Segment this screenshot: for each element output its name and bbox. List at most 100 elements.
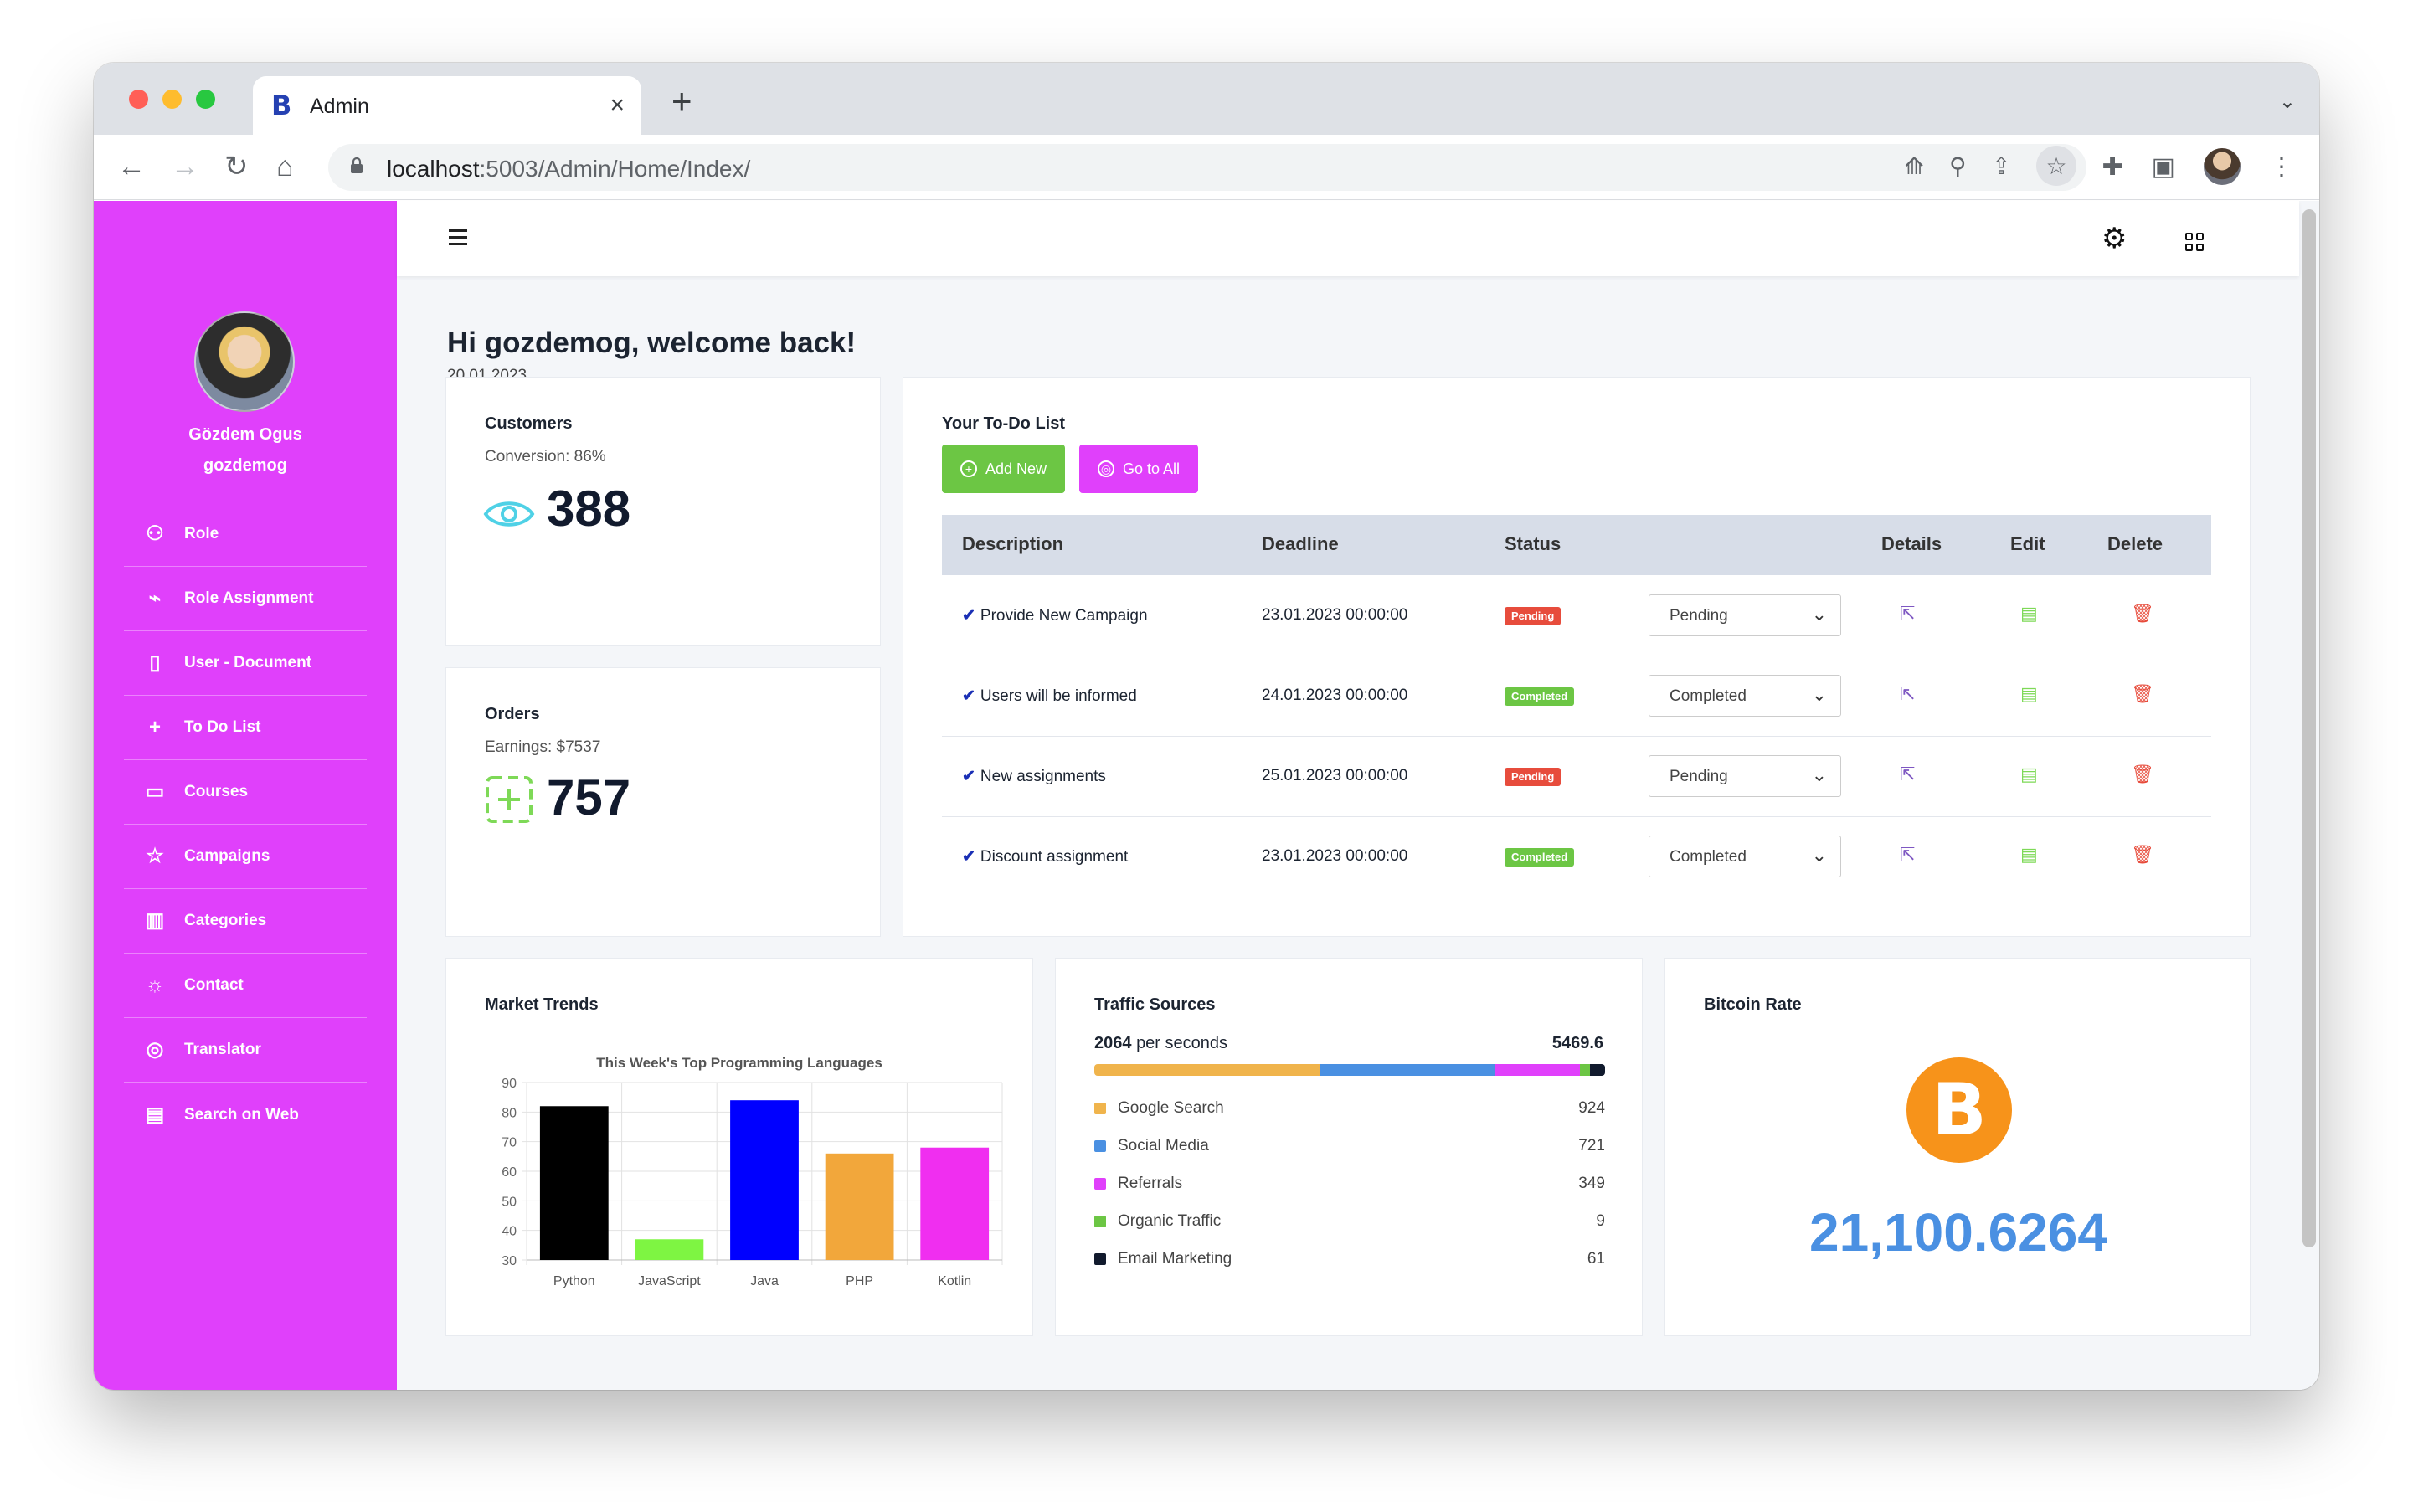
traffic-bar-segment [1094,1064,1320,1076]
window-controls [129,90,215,109]
details-link-icon[interactable]: ⇱ [1900,683,1916,704]
bookmark-star-icon[interactable]: ☆ [2036,146,2076,186]
status-select-value: Pending [1670,607,1728,625]
sidebar: Gözdem Ogus gozdemog ⚇ Role ⌁ Role Assignm… [94,201,397,1390]
sidebar-item-translator[interactable]: ◎ Translator [124,1018,367,1083]
task-deadline: 23.01.2023 00:00:00 [1262,606,1408,624]
reload-icon[interactable]: ↻ [224,151,249,183]
profile-username: gozdemog [203,456,287,475]
map-icon: ▥ [145,909,165,932]
status-select[interactable]: Pending ⌄ [1649,755,1841,797]
browser-tab[interactable]: B Admin × [253,76,641,135]
new-tab-icon[interactable]: + [671,81,692,121]
sidebar-item-campaigns[interactable]: ☆ Campaigns [124,825,367,889]
chevron-down-icon: ⌄ [1811,684,1827,705]
details-link-icon[interactable]: ⇱ [1900,764,1916,784]
legend-swatch [1094,1140,1106,1152]
main-content: ⚙ Hi gozdemog, welcome back! 20.01.2023 … [397,201,2319,1390]
sidebar-item-to-do-list[interactable]: + To Do List [124,696,367,760]
settings-gear-icon[interactable]: ⚙ [2102,223,2127,255]
details-link-icon[interactable]: ⇱ [1900,844,1916,865]
delete-trash-icon[interactable]: 🗑 [2131,683,2154,704]
orders-card: Orders Earnings: $7537 757 [445,667,881,937]
lock-icon [351,157,363,173]
sidebar-item-role[interactable]: ⚇ Role [124,502,367,567]
admin-app: Gözdem Ogus gozdemog ⚇ Role ⌁ Role Assignm… [94,201,2319,1390]
table-row: ✔ Provide New Campaign 23.01.2023 00:00:0… [942,576,2211,656]
sidebar-item-role-assignment[interactable]: ⌁ Role Assignment [124,567,367,631]
check-icon: ✔ [962,848,975,866]
orders-earnings: Earnings: $7537 [485,738,601,756]
market-trends-card: Market Trends This Week's Top Programmin… [445,958,1033,1336]
details-link-icon[interactable]: ⇱ [1900,603,1916,624]
traffic-source-label: Google Search [1118,1099,1224,1117]
welcome-heading: Hi gozdemog, welcome back! [447,327,857,359]
traffic-bar-segment [1319,1064,1495,1076]
extensions-puzzle-icon[interactable]: ✚ [2102,152,2123,181]
bar-python [539,1106,609,1260]
sidebar-item-contact[interactable]: ☼ Contact [124,954,367,1018]
address-bar[interactable]: localhost:5003/Admin/Home/Index/ ⟰ ⚲ ⇪ ☆ [328,144,2086,191]
share-icon[interactable]: ⇪ [1991,153,2011,179]
sidebar-item-search-on-web[interactable]: ▤ Search on Web [124,1083,367,1147]
browser-menu-icon[interactable]: ⋮ [2269,152,2294,181]
orders-title: Orders [485,705,540,723]
forward-icon[interactable]: → [171,151,199,183]
edit-icon[interactable]: ▤ [2020,683,2038,704]
status-select[interactable]: Completed ⌄ [1649,675,1841,717]
x-tick-label: Java [750,1274,779,1288]
delete-trash-icon[interactable]: 🗑 [2131,764,2154,784]
traffic-source-value: 924 [1578,1099,1605,1117]
table-row: ✔ Discount assignment 23.01.2023 00:00:00… [942,817,2211,897]
maximize-window-button[interactable] [196,90,215,109]
todo-table-header: Description Deadline Status Details Edit… [942,515,2211,575]
profile-avatar[interactable] [2204,148,2241,185]
sidebar-item-user-document[interactable]: ▯ User - Document [124,631,367,696]
go-to-all-button[interactable]: ◎ Go to All [1079,445,1199,493]
eye-icon [483,501,535,527]
back-icon[interactable]: ← [117,151,146,183]
tab-search-chevron-icon[interactable]: ⌄ [2278,90,2296,113]
status-badge: Pending [1505,607,1562,625]
add-new-button[interactable]: + Add New [942,445,1066,493]
chevron-down-icon: ⌄ [1811,604,1827,625]
traffic-sources-title: Traffic Sources [1094,995,1216,1014]
page-scrollbar[interactable] [2302,209,2316,1247]
home-icon[interactable]: ⌂ [276,151,294,183]
y-tick-label: 80 [502,1106,517,1120]
y-tick-label: 30 [502,1254,517,1268]
chart-title: This Week's Top Programming Languages [596,1055,882,1071]
translate-icon[interactable]: ⟰ [1904,153,1925,179]
delete-trash-icon[interactable]: 🗑 [2131,603,2154,624]
task-description: ✔ Provide New Campaign [962,606,1148,625]
task-description-text: New assignments [980,768,1106,785]
traffic-stacked-bar [1094,1064,1605,1076]
hamburger-menu-icon[interactable] [449,229,467,249]
sidebar-item-courses[interactable]: ▭ Courses [124,760,367,825]
sidebar-item-label: Role Assignment [184,589,314,607]
traffic-rate-value: 2064 [1094,1034,1132,1052]
edit-icon[interactable]: ▤ [2020,603,2038,624]
column-deadline: Deadline [1262,533,1339,554]
tab-close-icon[interactable]: × [610,91,625,119]
y-tick-label: 90 [502,1077,517,1091]
traffic-source-item: Social Media 721 [1094,1137,1605,1162]
zoom-icon[interactable]: ⚲ [1949,153,1967,179]
sidebar-item-categories[interactable]: ▥ Categories [124,889,367,954]
close-window-button[interactable] [129,90,148,109]
delete-trash-icon[interactable]: 🗑 [2131,844,2154,865]
task-deadline: 23.01.2023 00:00:00 [1262,847,1408,865]
side-panel-icon[interactable]: ▣ [2151,152,2175,181]
traffic-source-item: Email Marketing 61 [1094,1250,1605,1275]
status-select[interactable]: Completed ⌄ [1649,836,1841,877]
minimize-window-button[interactable] [162,90,182,109]
x-tick-label: Kotlin [938,1274,971,1288]
market-trends-title: Market Trends [485,995,599,1014]
task-description: ✔ Users will be informed [962,687,1137,706]
edit-icon[interactable]: ▤ [2020,764,2038,784]
apps-grid-icon[interactable] [2185,233,2204,251]
status-select[interactable]: Pending ⌄ [1649,594,1841,636]
status-select-value: Completed [1670,687,1747,705]
traffic-source-item: Google Search 924 [1094,1099,1605,1124]
edit-icon[interactable]: ▤ [2020,844,2038,865]
